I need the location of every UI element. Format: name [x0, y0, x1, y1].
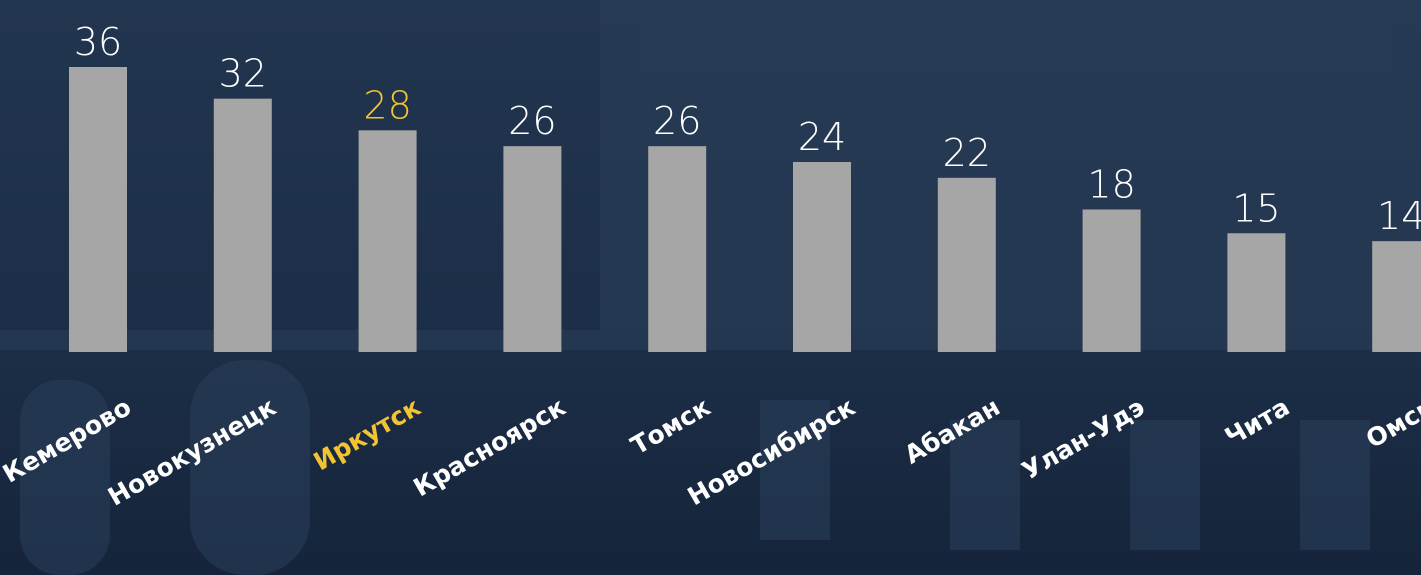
- bar: [213, 98, 272, 353]
- bar: [69, 67, 127, 352]
- bar: [358, 130, 417, 352]
- bar: [1372, 241, 1421, 352]
- value-label: 28: [363, 83, 411, 127]
- bar: [503, 146, 562, 352]
- value-label: 14: [1377, 194, 1421, 238]
- bar: [1227, 233, 1286, 352]
- bar: [1082, 209, 1141, 352]
- bar: [648, 146, 707, 352]
- bar: [793, 162, 851, 352]
- value-label: 15: [1232, 186, 1280, 230]
- bar: [937, 177, 996, 352]
- value-label: 18: [1087, 163, 1135, 207]
- value-label: 26: [653, 99, 701, 143]
- value-label: 26: [508, 99, 556, 143]
- value-label: 32: [219, 52, 267, 96]
- value-label: 36: [74, 20, 122, 64]
- value-label: 24: [798, 115, 846, 159]
- value-label: 22: [943, 131, 991, 175]
